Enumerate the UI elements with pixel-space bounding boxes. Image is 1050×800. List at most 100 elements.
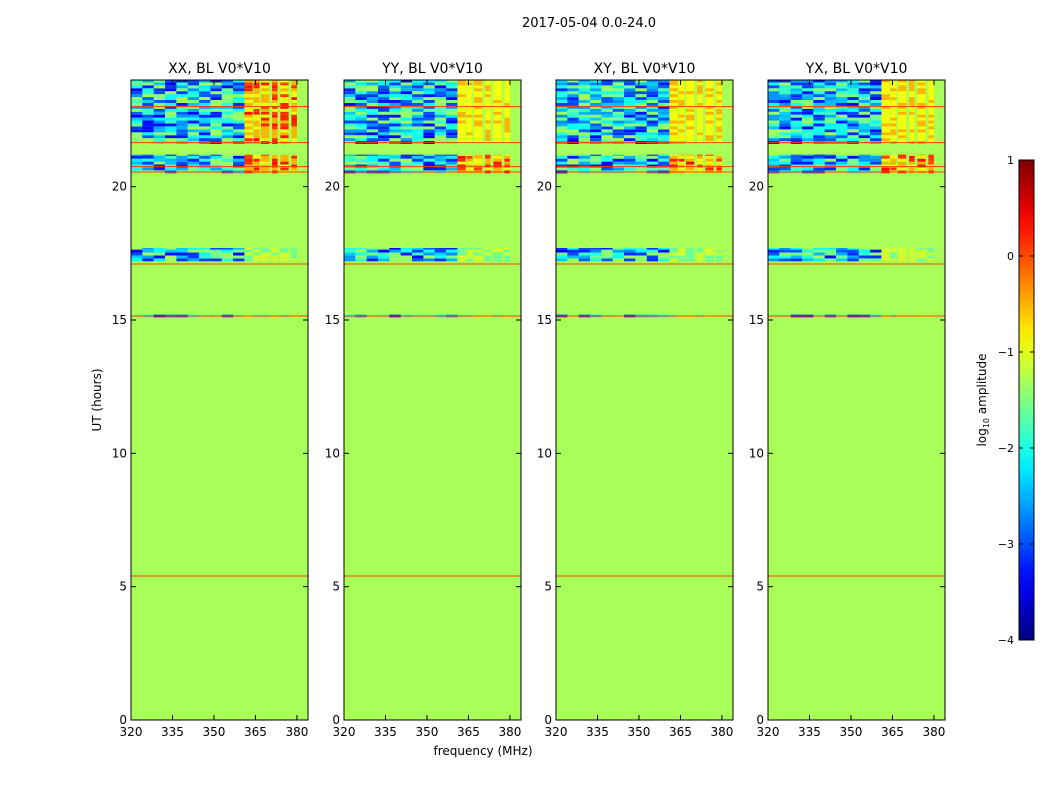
noise-cell [658, 120, 670, 124]
noise-cell [187, 94, 200, 98]
rfi-cell [890, 132, 897, 136]
rfi-cell [897, 123, 907, 127]
rfi-cell [669, 105, 678, 109]
noise-cell [131, 135, 143, 139]
panel-background [768, 80, 945, 720]
rfi-cell [504, 248, 510, 250]
noise-cell [131, 105, 143, 109]
rfi-cell [928, 114, 934, 118]
rfi-cell [504, 249, 510, 253]
noise-cell [624, 249, 636, 253]
noise-cell [233, 126, 245, 130]
panel-title: YY, BL V0*V10 [381, 61, 483, 77]
noise-cell [153, 88, 166, 92]
rfi-cell [678, 161, 685, 165]
noise-cell [556, 129, 568, 133]
noise-cell [153, 167, 166, 171]
noise-cell [847, 164, 860, 168]
rfi-cell [685, 135, 695, 139]
noise-cell [635, 105, 648, 109]
noise-cell [802, 248, 814, 250]
noise-cell [131, 102, 143, 106]
rfi-cell [272, 117, 278, 121]
rfi-cell [705, 252, 714, 256]
noise-cell [646, 111, 659, 115]
rfi-cell [928, 120, 934, 124]
noise-cell [779, 248, 792, 250]
noise-cell [612, 85, 625, 89]
rfi-cell [473, 88, 483, 92]
noise-cell [567, 111, 580, 115]
rfi-cell [493, 105, 502, 109]
noise-cell [446, 91, 458, 95]
noise-cell [210, 108, 223, 112]
rfi-cell [697, 135, 703, 139]
noise-cell [658, 252, 670, 256]
noise-cell [412, 117, 424, 121]
noise-cell [612, 126, 625, 130]
rfi-cell [280, 82, 289, 86]
x-tick-label: 320 [545, 725, 568, 739]
rfi-cell [881, 132, 890, 136]
noise-cell [870, 102, 882, 106]
rfi-cell [716, 82, 722, 86]
noise-cell [556, 94, 568, 98]
noise-cell [187, 135, 200, 139]
rfi-cell [890, 138, 897, 142]
rfi-cell [291, 82, 297, 86]
noise-cell [779, 252, 792, 256]
rfi-cell [244, 161, 253, 165]
noise-cell [412, 80, 424, 83]
noise-cell [847, 255, 860, 259]
noise-cell [836, 123, 848, 127]
rfi-cell [260, 100, 270, 103]
noise-cell [601, 129, 614, 133]
rfi-cell [504, 102, 510, 106]
rfi-cell [678, 123, 685, 127]
noise-cell [567, 85, 580, 89]
noise-cell [199, 132, 211, 136]
noise-cell [423, 167, 436, 171]
rfi-cell [493, 154, 502, 156]
noise-cell [556, 108, 568, 112]
noise-cell [768, 94, 780, 98]
rfi-cell [244, 129, 253, 133]
noise-cell [366, 102, 379, 106]
noise-cell [434, 129, 447, 133]
rfi-cell [697, 154, 703, 156]
noise-cell [590, 129, 602, 133]
noise-cell [446, 126, 458, 130]
rfi-cell [504, 258, 510, 262]
rfi-cell [881, 100, 890, 103]
noise-cell [802, 126, 814, 130]
noise-cell [836, 114, 848, 118]
rfi-cell [890, 161, 897, 165]
noise-cell [389, 80, 402, 83]
y-tick-label: 20 [112, 180, 127, 194]
noise-cell [210, 97, 223, 100]
rfi-cell [685, 123, 695, 127]
noise-cell [590, 91, 602, 95]
noise-cell [601, 108, 614, 112]
rfi-cell [890, 91, 897, 95]
rfi-cell [678, 138, 685, 142]
noise-cell [378, 108, 390, 112]
noise-cell [176, 100, 189, 103]
rfi-cell [280, 158, 289, 162]
rfi-cell [457, 117, 466, 121]
noise-cell [131, 114, 143, 118]
noise-cell [446, 138, 458, 142]
noise-cell [176, 258, 189, 262]
rfi-cell [466, 255, 473, 259]
noise-cell [847, 102, 860, 106]
noise-cell [355, 94, 368, 98]
noise-cell [389, 161, 402, 165]
noise-cell [142, 100, 155, 103]
rfi-cell [253, 105, 260, 109]
noise-cell [813, 161, 826, 165]
noise-cell [836, 88, 848, 92]
noise-cell [790, 108, 803, 112]
noise-cell [870, 155, 882, 159]
rfi-cell [917, 102, 926, 106]
